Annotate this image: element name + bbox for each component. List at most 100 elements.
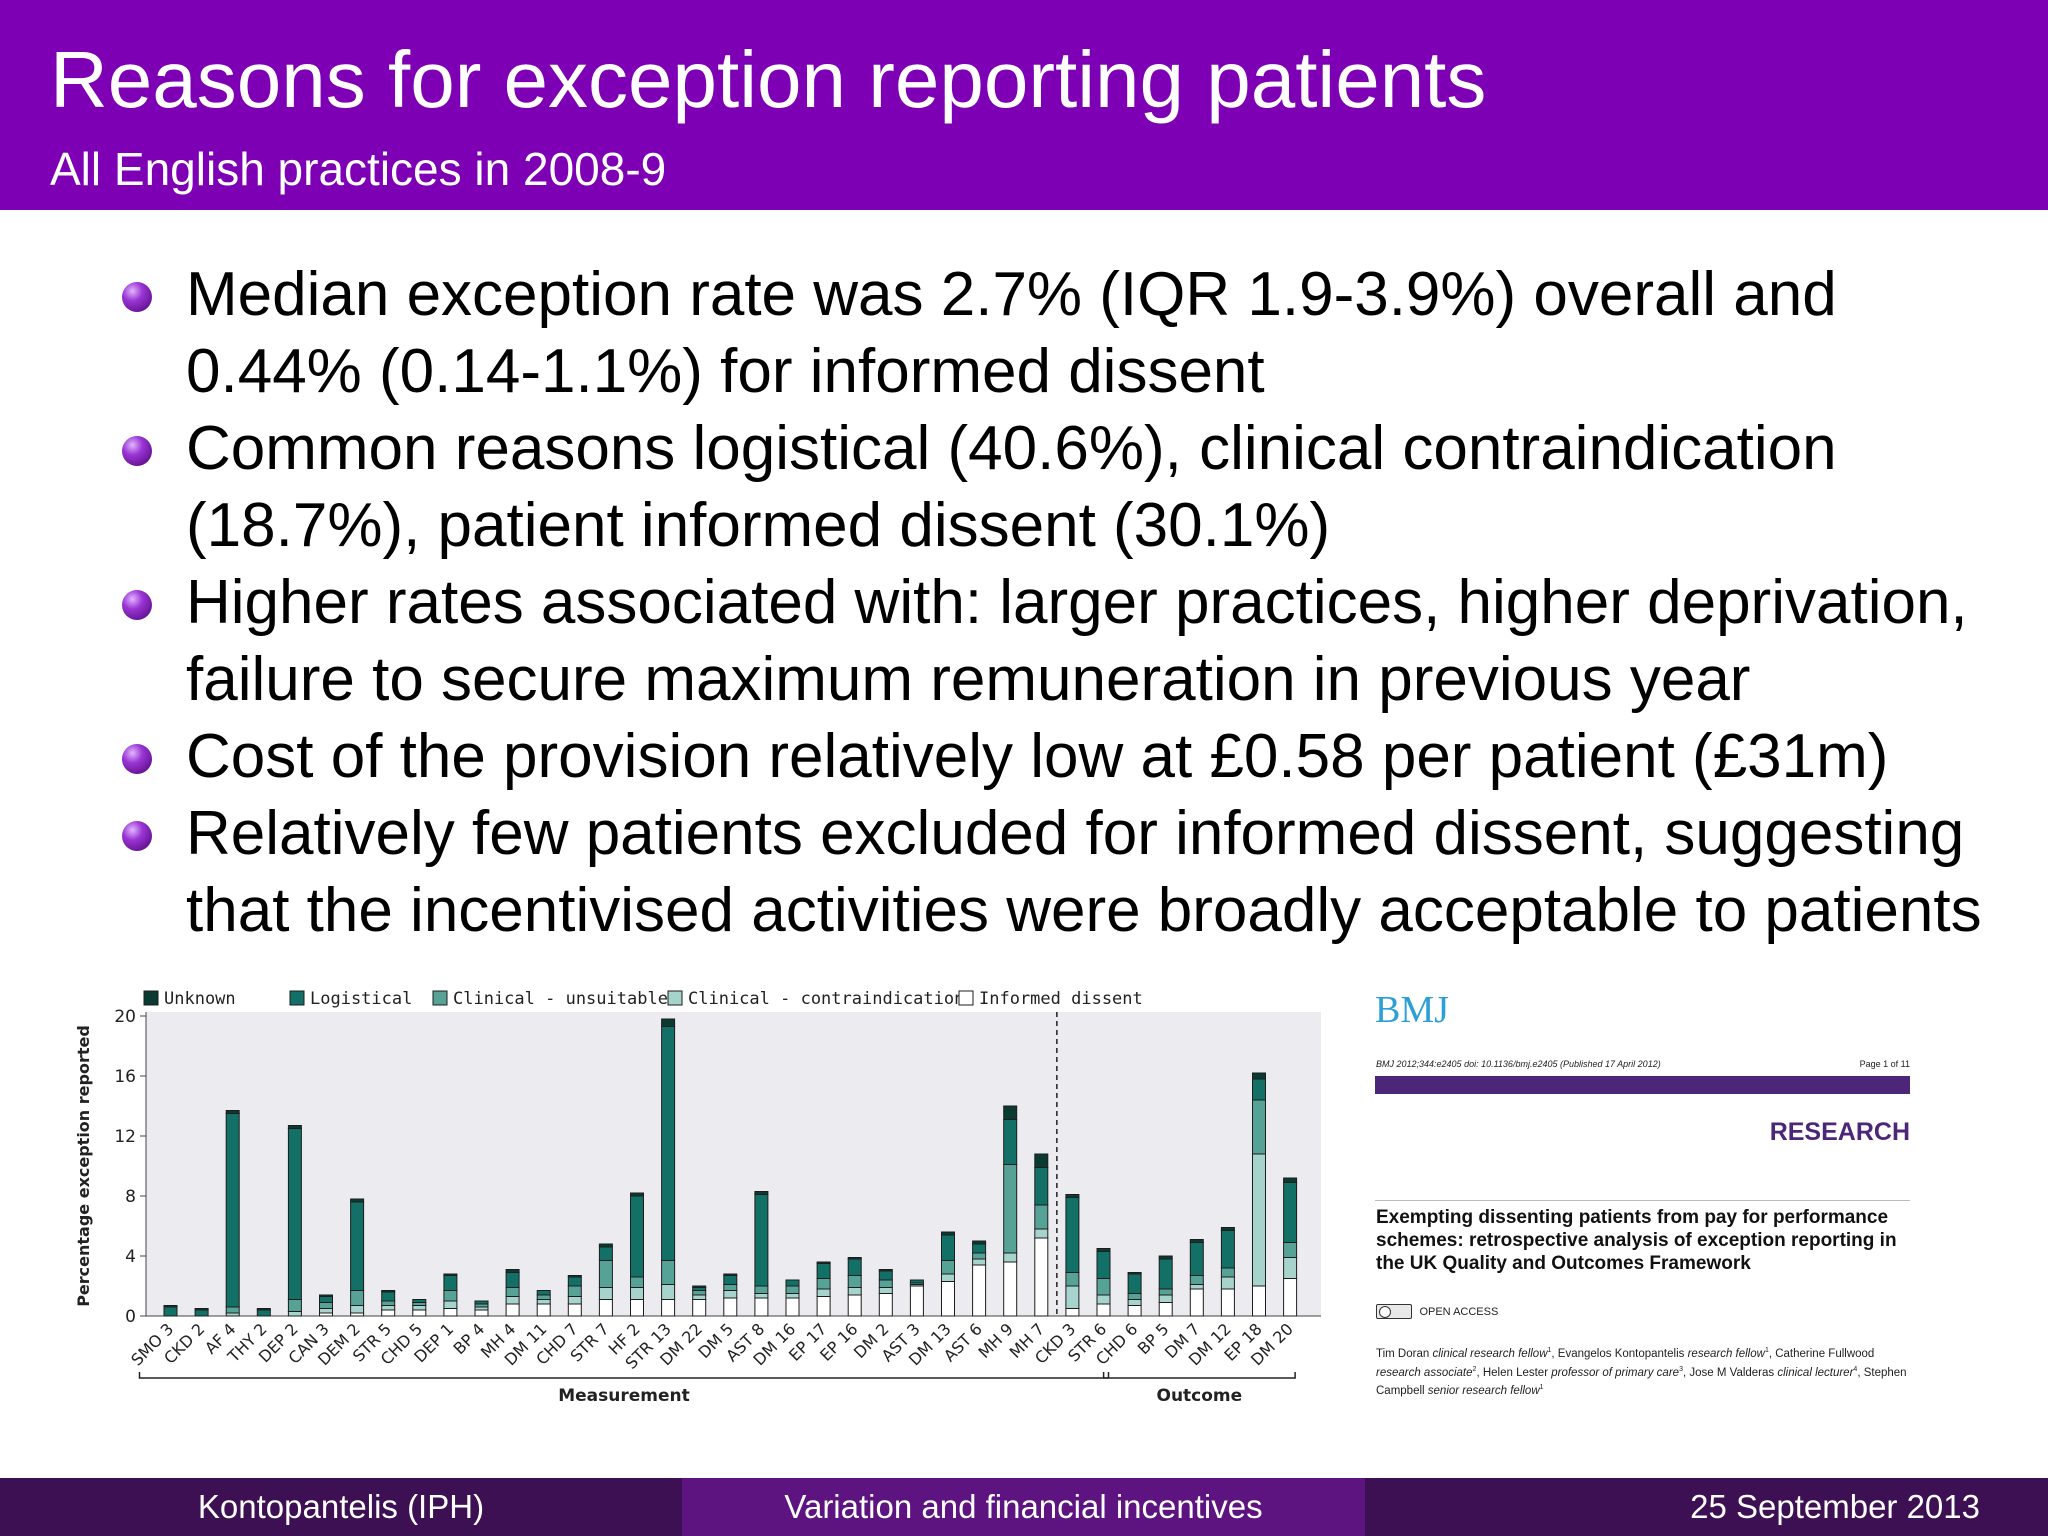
bar-segment [319,1308,333,1314]
bar-segment [630,1276,644,1288]
bar-segment [1220,1227,1235,1231]
bar-segment [350,1198,365,1203]
bar-segment [754,1293,769,1299]
bar-segment [723,1275,738,1285]
bar-segment [1158,1302,1173,1317]
bmj-logo: BMJ [1375,989,1449,1031]
bar-segment [1283,1177,1298,1183]
bar-segment [723,1284,738,1291]
bar-segment [350,1305,365,1314]
group-bracket [138,1372,1110,1379]
bar-segment [1158,1294,1173,1303]
slide-footer: Kontopantelis (IPH) Variation and financ… [0,1478,2048,1536]
bar-segment [847,1258,862,1276]
bar-segment [443,1273,458,1276]
bar-segment [909,1285,924,1317]
paper-author: Stephen Campbell senior research fellow1 [1376,1366,1907,1398]
bar-segment [287,1128,302,1300]
slide-title: Reasons for exception reporting patients [50,35,1487,124]
bar-segment [847,1287,862,1296]
bullet-icon [122,744,152,774]
bar-segment [847,1275,862,1288]
paper-header-bar [1375,1076,1910,1094]
bullet-text: Median exception rate was 2.7% (IQR 1.9-… [186,260,1837,406]
group-label: Outcome [1157,1386,1243,1406]
bar-segment [1034,1204,1049,1230]
bar-segment [412,1299,427,1303]
bar-segment [1220,1288,1235,1317]
bar-segment [723,1297,738,1317]
bar-segment [381,1300,396,1306]
bar-segment [661,1284,676,1300]
bar-segment [1127,1299,1142,1306]
bar-segment [1034,1228,1049,1239]
bar-segment [1252,1099,1266,1155]
bar-segment [1096,1248,1111,1252]
slide-header: Reasons for exception reporting patients… [0,0,2048,210]
bar-segment [1283,1257,1298,1279]
bar-segment [443,1275,458,1291]
bar-segment [941,1231,955,1236]
bar-segment [536,1290,551,1296]
bar-segment [1034,1237,1049,1317]
bullet-text: Relatively few patients excluded for inf… [186,799,1982,945]
bar-segment [350,1290,365,1306]
bullet-icon [122,436,152,466]
bar-segment [163,1306,178,1317]
paper-page-number: Page 1 of 11 [1859,1059,1910,1069]
bar-segment [1127,1293,1142,1300]
paper-title: Exempting dissenting patients from pay f… [1376,1207,1897,1274]
bar-segment [723,1290,738,1299]
bar-segment [1096,1303,1111,1317]
bar-segment [754,1285,769,1294]
bar-segment [598,1246,613,1261]
bar-segment [785,1285,800,1294]
bar-segment [692,1294,707,1300]
bar-segment [941,1281,955,1317]
x-tick-label: MH 9 [975,1319,1018,1362]
bar-segment [1283,1182,1298,1243]
bar-segment [567,1303,582,1317]
footer-date: 25 September 2013 [1690,1488,1980,1525]
legend-swatch [958,990,974,1006]
bar-segment [1189,1242,1204,1276]
bar-segment [1189,1284,1204,1290]
creative-commons-icon [1376,1304,1412,1320]
bar-segment [474,1309,489,1317]
bar-segment [941,1260,955,1275]
bar-segment [630,1192,644,1197]
y-axis-label: Percentage exception reported [74,1025,93,1307]
bar-segment [1096,1294,1111,1305]
bar-segment [1189,1239,1204,1243]
bar-segment [505,1272,520,1288]
bar-segment [692,1290,707,1296]
bar-segment [505,1296,520,1305]
bar-segment [1003,1164,1018,1254]
bar-segment [972,1243,987,1254]
bar-segment [785,1297,800,1317]
bar-segment [847,1294,862,1317]
bar-segment [350,1201,365,1291]
bar-segment [256,1309,271,1317]
bar-segment [661,1018,676,1027]
bar-segment [1096,1251,1111,1279]
bullet-item: Median exception rate was 2.7% (IQR 1.9-… [118,256,2018,410]
bar-segment [1003,1119,1018,1165]
bar-segment [661,1260,676,1285]
bar-segment [941,1234,955,1261]
bar-segment [1158,1258,1173,1290]
y-tick-label: 4 [125,1247,136,1267]
bar-segment [1003,1105,1018,1120]
bar-segment [630,1299,644,1317]
bar-segment [598,1287,613,1300]
bar-segment [536,1299,551,1305]
bar-segment [630,1195,644,1278]
bar-segment [661,1299,676,1317]
bar-segment [785,1279,800,1287]
bar-segment [505,1269,520,1273]
bar-segment [878,1270,893,1281]
footer-author: Kontopantelis (IPH) [0,1478,682,1536]
legend-swatch [667,990,683,1006]
bar-segment [972,1240,987,1245]
